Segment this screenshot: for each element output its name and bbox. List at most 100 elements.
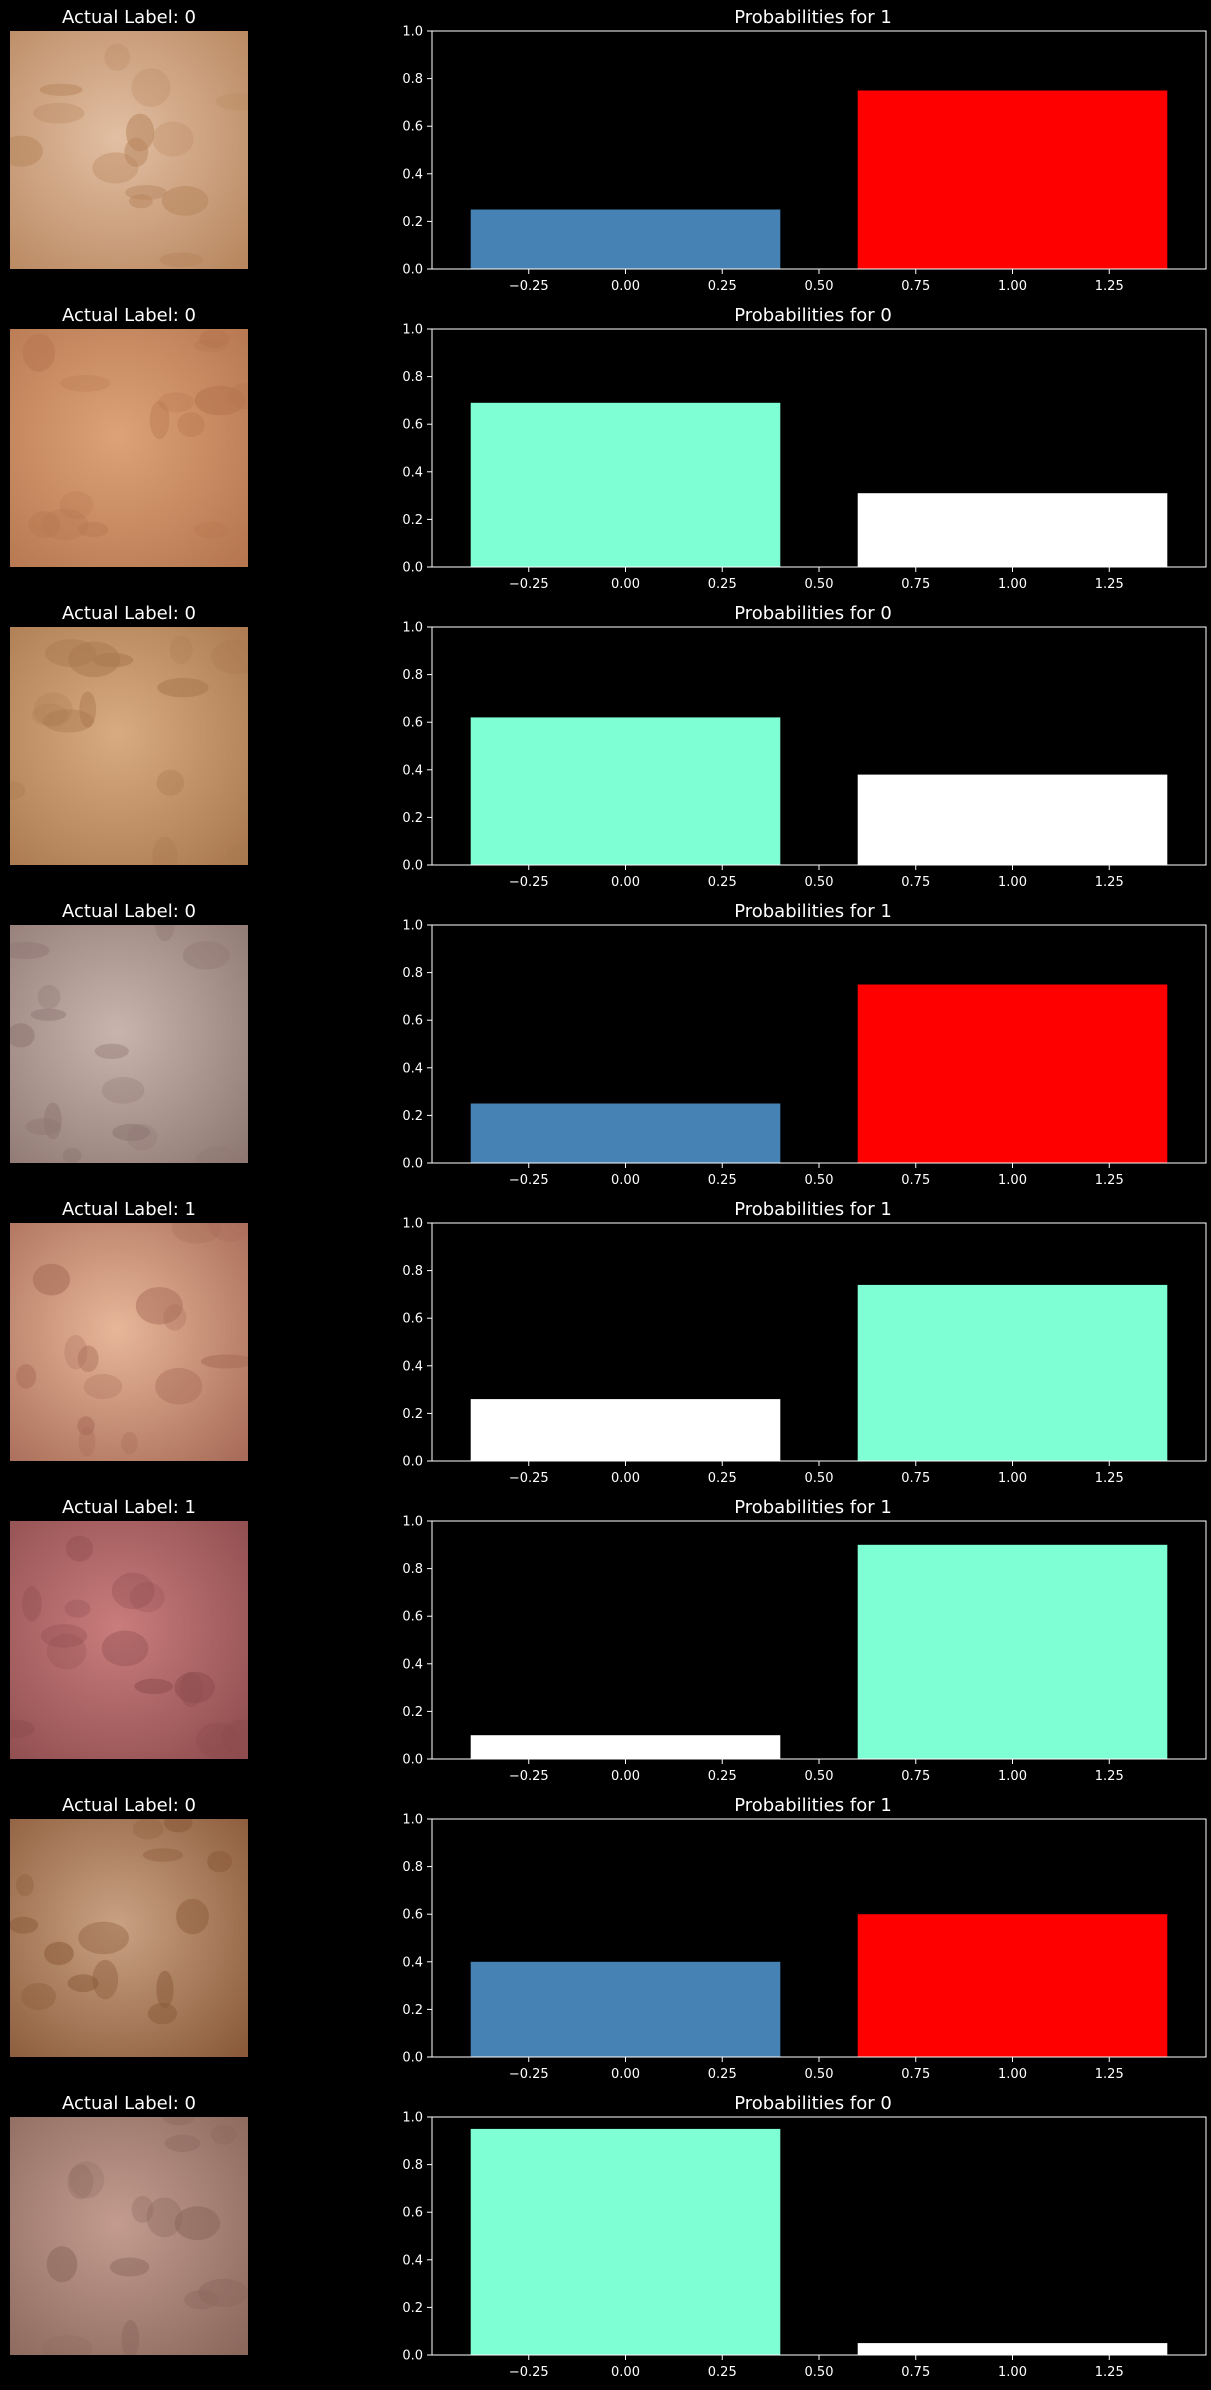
probability-bar-chart: 0.0 0.2 0.4 0.6 0.8 1.0 −0.25 0.00 0.25 0.50 0.75 1… bbox=[330, 25, 1211, 298]
x-tick-label: 0.75 bbox=[901, 1471, 930, 1486]
probability-bar-chart: 0.0 0.2 0.4 0.6 0.8 1.0 −0.25 0.00 0.25 0.50 0.75 1… bbox=[330, 1217, 1211, 1490]
probabilities-title: Probabilities for 1 bbox=[734, 901, 892, 922]
bar-class-1 bbox=[857, 493, 1168, 567]
y-tick-label: 0.8 bbox=[402, 966, 423, 981]
x-tick-label: 0.50 bbox=[805, 1769, 834, 1784]
x-tick-label: 0.75 bbox=[901, 2365, 930, 2380]
y-tick-label: 0.0 bbox=[402, 2349, 423, 2364]
bar-class-0 bbox=[470, 209, 781, 269]
y-tick-label: 1.0 bbox=[402, 1515, 423, 1530]
y-tick-label: 0.6 bbox=[402, 716, 423, 731]
y-tick-label: 1.0 bbox=[402, 323, 423, 338]
x-tick-label: 1.00 bbox=[998, 2365, 1027, 2380]
sample-row-3: Actual Label: 0 Probabilities for 0 0.0 0… bbox=[0, 596, 1211, 894]
probability-bar-chart: 0.0 0.2 0.4 0.6 0.8 1.0 −0.25 0.00 0.25 0.50 0.75 1… bbox=[330, 621, 1211, 894]
skin-lesion-image bbox=[10, 2117, 248, 2355]
x-tick-label: 0.50 bbox=[805, 2067, 834, 2082]
y-tick-label: 0.0 bbox=[402, 1157, 423, 1172]
x-tick-label: 0.75 bbox=[901, 875, 930, 890]
x-tick-label: 0.00 bbox=[611, 1173, 640, 1188]
x-tick-label: −0.25 bbox=[509, 1173, 549, 1188]
x-tick-label: 0.75 bbox=[901, 1173, 930, 1188]
sample-row-2: Actual Label: 0 Probabilities for 0 0.0 0… bbox=[0, 298, 1211, 596]
probability-bar-chart: 0.0 0.2 0.4 0.6 0.8 1.0 −0.25 0.00 0.25 0.50 0.75 1… bbox=[330, 1813, 1211, 2086]
x-tick-label: 0.00 bbox=[611, 875, 640, 890]
y-tick-label: 0.0 bbox=[402, 263, 423, 278]
actual-label-title: Actual Label: 0 bbox=[62, 901, 196, 922]
actual-label-title: Actual Label: 0 bbox=[62, 7, 196, 28]
y-tick-label: 0.8 bbox=[402, 72, 423, 87]
x-tick-label: 1.25 bbox=[1095, 1769, 1124, 1784]
actual-label-title: Actual Label: 0 bbox=[62, 2093, 196, 2114]
probabilities-title: Probabilities for 1 bbox=[734, 7, 892, 28]
y-tick-label: 0.6 bbox=[402, 1014, 423, 1029]
x-tick-label: 1.25 bbox=[1095, 1471, 1124, 1486]
bar-class-1 bbox=[857, 774, 1168, 865]
bar-class-1 bbox=[857, 2343, 1168, 2355]
x-tick-label: 1.00 bbox=[998, 279, 1027, 294]
actual-label-title: Actual Label: 0 bbox=[62, 1795, 196, 1816]
x-tick-label: −0.25 bbox=[509, 1769, 549, 1784]
bar-class-1 bbox=[857, 1914, 1168, 2057]
y-tick-label: 1.0 bbox=[402, 919, 423, 934]
probabilities-title: Probabilities for 1 bbox=[734, 1497, 892, 1518]
y-tick-label: 0.4 bbox=[402, 1359, 423, 1374]
x-tick-label: 1.25 bbox=[1095, 2365, 1124, 2380]
y-tick-label: 0.4 bbox=[402, 763, 423, 778]
x-tick-label: 0.50 bbox=[805, 2365, 834, 2380]
x-tick-label: 1.00 bbox=[998, 2067, 1027, 2082]
y-tick-label: 0.0 bbox=[402, 561, 423, 576]
bar-class-0 bbox=[470, 2128, 781, 2355]
y-tick-label: 1.0 bbox=[402, 1217, 423, 1232]
x-tick-label: −0.25 bbox=[509, 279, 549, 294]
y-tick-label: 0.8 bbox=[402, 1860, 423, 1875]
y-tick-label: 0.2 bbox=[402, 2301, 423, 2316]
probability-bar-chart: 0.0 0.2 0.4 0.6 0.8 1.0 −0.25 0.00 0.25 0.50 0.75 1… bbox=[330, 1515, 1211, 1788]
x-tick-label: −0.25 bbox=[509, 1471, 549, 1486]
y-tick-label: 0.4 bbox=[402, 465, 423, 480]
bar-class-0 bbox=[470, 1735, 781, 1759]
x-tick-label: 0.25 bbox=[708, 875, 737, 890]
probability-bar-chart: 0.0 0.2 0.4 0.6 0.8 1.0 −0.25 0.00 0.25 0.50 0.75 1… bbox=[330, 919, 1211, 1192]
actual-label-title: Actual Label: 0 bbox=[62, 603, 196, 624]
x-tick-label: 0.25 bbox=[708, 1471, 737, 1486]
bar-class-1 bbox=[857, 90, 1168, 269]
y-tick-label: 0.0 bbox=[402, 1455, 423, 1470]
y-tick-label: 0.0 bbox=[402, 2051, 423, 2066]
bar-class-0 bbox=[470, 1103, 781, 1163]
probabilities-title: Probabilities for 1 bbox=[734, 1199, 892, 1220]
y-tick-label: 1.0 bbox=[402, 621, 423, 636]
probabilities-title: Probabilities for 0 bbox=[734, 305, 892, 326]
x-tick-label: 0.50 bbox=[805, 577, 834, 592]
sample-row-6: Actual Label: 1 Probabilities for 1 0.0 0… bbox=[0, 1490, 1211, 1788]
x-tick-label: 0.50 bbox=[805, 1471, 834, 1486]
probabilities-title: Probabilities for 1 bbox=[734, 1795, 892, 1816]
actual-label-title: Actual Label: 1 bbox=[62, 1199, 196, 1220]
bar-class-0 bbox=[470, 717, 781, 865]
x-tick-label: −0.25 bbox=[509, 875, 549, 890]
bar-class-1 bbox=[857, 1284, 1168, 1461]
x-tick-label: 1.00 bbox=[998, 577, 1027, 592]
x-tick-label: 0.75 bbox=[901, 2067, 930, 2082]
y-tick-label: 0.8 bbox=[402, 370, 423, 385]
sample-row-4: Actual Label: 0 Probabilities for 1 0.0 0… bbox=[0, 894, 1211, 1192]
x-tick-label: 0.00 bbox=[611, 279, 640, 294]
skin-lesion-image bbox=[10, 1223, 248, 1461]
y-tick-label: 0.2 bbox=[402, 513, 423, 528]
probabilities-title: Probabilities for 0 bbox=[734, 2093, 892, 2114]
sample-row-1: Actual Label: 0 Probabilities for 1 0.0 0… bbox=[0, 0, 1211, 298]
x-tick-label: 1.00 bbox=[998, 875, 1027, 890]
x-tick-label: −0.25 bbox=[509, 577, 549, 592]
x-tick-label: 0.50 bbox=[805, 1173, 834, 1188]
x-tick-label: 0.75 bbox=[901, 577, 930, 592]
x-tick-label: 0.00 bbox=[611, 577, 640, 592]
x-tick-label: 0.75 bbox=[901, 1769, 930, 1784]
x-tick-label: 0.00 bbox=[611, 1769, 640, 1784]
y-tick-label: 0.2 bbox=[402, 2003, 423, 2018]
skin-lesion-image bbox=[10, 1819, 248, 2057]
x-tick-label: 1.00 bbox=[998, 1471, 1027, 1486]
x-tick-label: 1.00 bbox=[998, 1769, 1027, 1784]
y-tick-label: 0.6 bbox=[402, 1312, 423, 1327]
y-tick-label: 0.4 bbox=[402, 1955, 423, 1970]
